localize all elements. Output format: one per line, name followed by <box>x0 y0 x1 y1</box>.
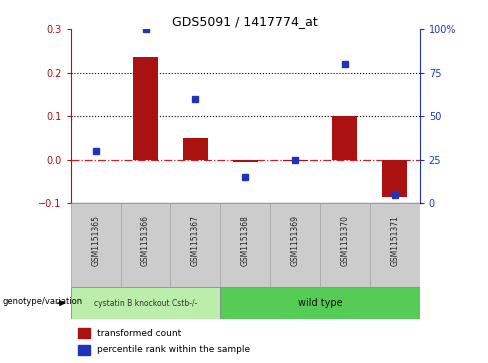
Text: GSM1151365: GSM1151365 <box>91 215 100 266</box>
Bar <box>71 287 220 319</box>
Bar <box>320 203 370 287</box>
Title: GDS5091 / 1417774_at: GDS5091 / 1417774_at <box>172 15 318 28</box>
Bar <box>270 203 320 287</box>
Text: GSM1151369: GSM1151369 <box>290 215 300 266</box>
Text: GSM1151367: GSM1151367 <box>191 215 200 266</box>
Bar <box>71 203 121 287</box>
Bar <box>220 203 270 287</box>
Bar <box>233 160 258 162</box>
Text: wild type: wild type <box>298 298 342 308</box>
Bar <box>78 345 90 355</box>
Text: cystatin B knockout Cstb-/-: cystatin B knockout Cstb-/- <box>94 299 197 307</box>
Bar <box>370 203 420 287</box>
Text: percentile rank within the sample: percentile rank within the sample <box>97 346 250 354</box>
Text: GSM1151366: GSM1151366 <box>141 215 150 266</box>
Bar <box>382 160 407 197</box>
Bar <box>332 116 357 160</box>
Text: transformed count: transformed count <box>97 329 182 338</box>
Bar <box>121 203 170 287</box>
Text: genotype/variation: genotype/variation <box>2 297 82 306</box>
Bar <box>170 203 220 287</box>
Text: GSM1151370: GSM1151370 <box>341 215 349 266</box>
Text: GSM1151368: GSM1151368 <box>241 215 250 266</box>
Text: GSM1151371: GSM1151371 <box>390 215 399 266</box>
Bar <box>183 138 208 160</box>
Bar <box>78 328 90 338</box>
Bar <box>133 57 158 160</box>
Bar <box>220 287 420 319</box>
